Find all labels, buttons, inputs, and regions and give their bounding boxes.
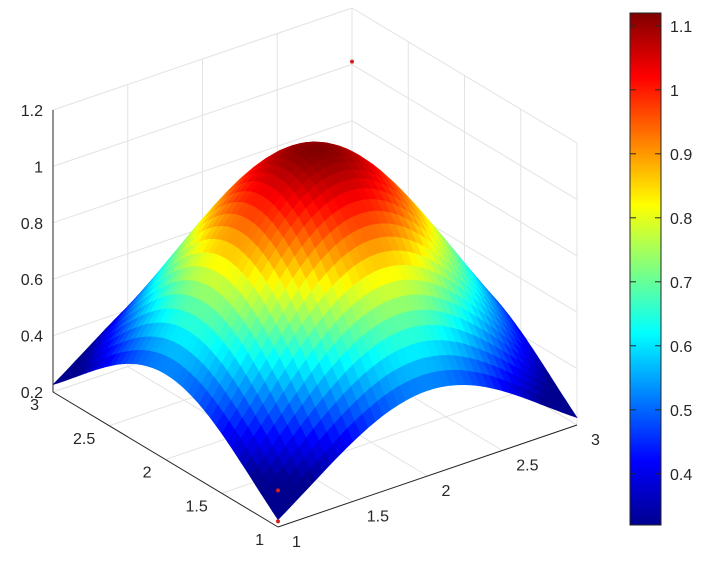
y-tick-label: 2 (442, 483, 451, 500)
y-tick-label: 1 (292, 534, 301, 551)
colorbar-tick-label: 0.9 (670, 147, 692, 164)
y-tick-label: 1.5 (367, 509, 389, 526)
surface-patch (272, 502, 286, 521)
z-tick-label: 0.8 (21, 216, 43, 233)
colorbar-ticks: 0.4 0.5 0.6 0.7 0.8 0.9 1 1.1 (630, 19, 692, 484)
colorbar-gradient (629, 12, 662, 526)
colorbar-tick-label: 0.5 (670, 403, 692, 420)
colorbar-tick-label: 0.8 (670, 211, 692, 228)
z-tick-label: 0.2 (21, 385, 43, 402)
colorbar-tick-label: 0.7 (670, 275, 692, 292)
x-tick-label: 1.5 (186, 498, 208, 515)
y-tick-label: 3 (591, 432, 600, 449)
x-axis-line (52, 391, 279, 528)
z-tick-label: 0.6 (21, 272, 43, 289)
colorbar-tick-label: 1 (670, 83, 679, 100)
x-tick-label: 2 (143, 465, 152, 482)
x-tick-label: 3 (30, 397, 39, 414)
data-markers (276, 59, 354, 524)
colorbar: 0.4 0.5 0.6 0.7 0.8 0.9 1 1.1 (629, 12, 692, 526)
data-point (350, 59, 354, 64)
data-point (276, 488, 280, 493)
z-tick-label: 1.2 (21, 103, 43, 120)
y-tick-label: 2.5 (516, 458, 538, 475)
z-tick-label: 0.4 (21, 329, 43, 346)
axis-lines (52, 110, 578, 528)
surface-mesh (52, 141, 578, 521)
x-tick-label: 2.5 (73, 431, 95, 448)
colorbar-tick-label: 0.6 (670, 339, 692, 356)
data-point (276, 519, 280, 524)
x-tick-label: 1 (255, 532, 264, 549)
colorbar-tick-label: 1.1 (670, 19, 692, 36)
z-tick-label: 1 (34, 159, 43, 176)
colorbar-tick-label: 0.4 (670, 467, 692, 484)
y-axis-line (277, 424, 578, 528)
